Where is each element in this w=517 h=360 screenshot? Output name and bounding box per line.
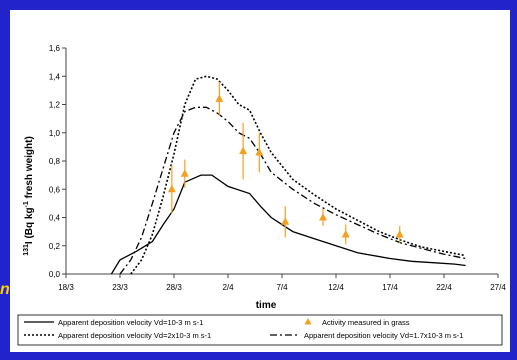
x-tick-label: 18/3 (58, 283, 74, 292)
slide-decoration: n (0, 281, 10, 298)
x-tick-label: 2/4 (222, 283, 234, 292)
x-tick-label: 23/3 (112, 283, 128, 292)
y-tick-label: 1,4 (49, 72, 61, 81)
y-axis-label-sup-exp: -1 (23, 201, 30, 207)
measured-point (319, 213, 328, 221)
x-axis-label: time (256, 300, 277, 311)
y-tick-label: 1,2 (49, 101, 61, 110)
legend-box (17, 314, 503, 346)
svg-text:131I (Bq kg-1 fresh weight): 131I (Bq kg-1 fresh weight) (23, 136, 35, 256)
series-line-1 (110, 174, 466, 275)
axes: 0,0 0,2 0,4 0,6 0,8 1,0 1,2 1,4 1,6 18/3 23/3 28/3 2… (49, 44, 506, 292)
series-line-2 (130, 75, 466, 275)
measured-point (180, 169, 189, 177)
measured-point (239, 146, 248, 155)
iodine-activity-chart: 131I (Bq kg-1 fresh weight) time 0,00,20… (17, 44, 506, 346)
y-tick-label: 0,6 (49, 185, 61, 194)
series-line-3 (119, 106, 466, 275)
y-tick-label: 1,6 (49, 44, 61, 53)
measured-point (255, 148, 264, 156)
y-axis-label-tail: fresh weight) (24, 136, 35, 201)
legend-label: Apparent deposition velocity Vd=2x10-3 m… (58, 331, 211, 340)
series-layer (110, 75, 466, 275)
y-tick-label: 0,0 (49, 270, 61, 279)
x-tick-label: 7/4 (276, 283, 288, 292)
chart-panel: 131I (Bq kg-1 fresh weight) time 0,0 0,2 0… (10, 10, 510, 352)
y-tick-label: 0,4 (49, 214, 61, 223)
legend-label: Activity measured in grass (322, 318, 410, 327)
measured-point (215, 94, 224, 102)
y-axis-label: 131I (Bq kg-1 fresh weight) (23, 136, 35, 256)
measured-point (167, 184, 176, 193)
legend-swatch (304, 318, 312, 325)
x-tick-label: 27/4 (490, 283, 506, 292)
x-tick-label: 17/4 (382, 283, 398, 292)
measured-points-layer (167, 81, 404, 245)
x-tick-label: 12/4 (328, 283, 344, 292)
y-axis-label-base: I (Bq kg (24, 207, 35, 244)
legend-label: Apparent deposition velocity Vd=10-3 m s… (58, 318, 203, 327)
x-tick-label: 22/4 (436, 283, 452, 292)
measured-point (395, 229, 404, 238)
y-axis-label-sup-iso: 131 (23, 244, 30, 256)
legend-label: Apparent deposition velocity Vd=1.7x10-3… (304, 331, 463, 340)
legend: Apparent deposition velocity Vd=10-3 m s… (17, 314, 503, 346)
measured-point (281, 217, 290, 225)
y-tick-label: 1,0 (49, 129, 61, 138)
measured-point (341, 229, 350, 238)
x-tick-label: 28/3 (166, 283, 182, 292)
y-tick-label: 0,8 (49, 157, 61, 166)
y-tick-label: 0,2 (49, 242, 61, 251)
